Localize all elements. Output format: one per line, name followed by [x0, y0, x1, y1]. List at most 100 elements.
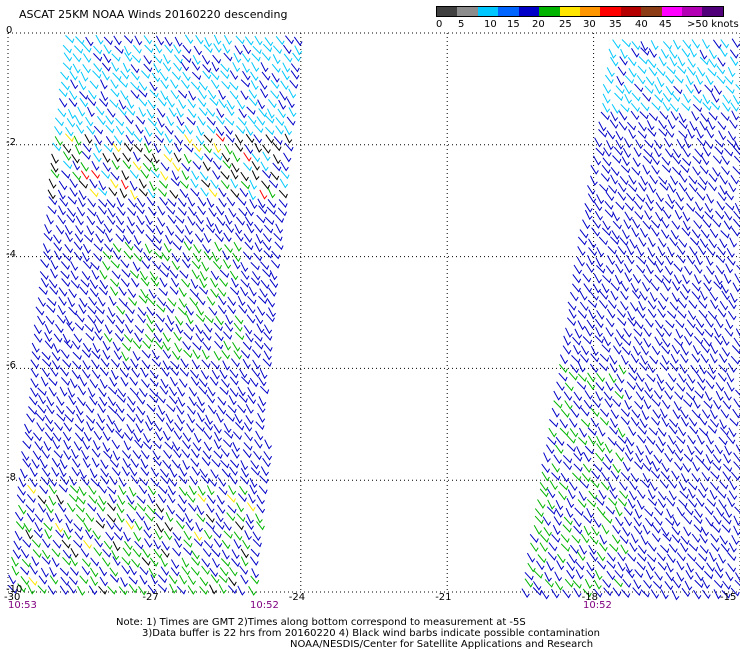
wind-barb: [43, 441, 52, 452]
wind-barb: [628, 426, 637, 437]
wind-barb: [140, 277, 150, 287]
wind-barb: [196, 513, 206, 523]
wind-barb: [94, 538, 103, 548]
wind-barb: [573, 517, 582, 528]
wind-barb: [239, 565, 249, 575]
wind-barb: [660, 544, 670, 554]
wind-barb: [8, 585, 18, 594]
wind-barb: [232, 259, 241, 270]
wind-barb: [256, 504, 266, 514]
wind-barb: [259, 475, 269, 484]
wind-barb: [661, 399, 671, 410]
wind-barb: [174, 54, 183, 64]
wind-barb: [232, 152, 241, 163]
wind-barb: [657, 561, 667, 571]
wind-barb: [694, 211, 705, 220]
wind-barb: [640, 175, 649, 186]
wind-barb: [566, 569, 575, 580]
wind-barb: [199, 278, 207, 289]
wind-barb: [137, 314, 146, 324]
wind-barb: [159, 196, 168, 207]
wind-barb: [224, 322, 234, 333]
wind-barb: [647, 553, 657, 563]
wind-barb: [534, 515, 544, 525]
wind-barb: [254, 142, 263, 153]
wind-barb: [699, 176, 708, 186]
wind-barb: [672, 516, 681, 527]
wind-barb: [59, 585, 69, 596]
wind-barb: [132, 44, 142, 54]
wind-barb: [225, 314, 233, 325]
wind-barb: [176, 520, 185, 530]
wind-barb: [636, 309, 646, 319]
wind-barb: [246, 223, 255, 234]
wind-barb: [578, 427, 588, 438]
wind-barb: [705, 444, 715, 455]
wind-barb: [606, 308, 616, 319]
wind-barb: [293, 36, 303, 47]
wind-barb: [120, 368, 129, 378]
wind-barb: [637, 434, 647, 444]
wind-barb: [633, 336, 643, 346]
wind-barb: [294, 45, 303, 56]
wind-barb: [25, 504, 35, 514]
wind-barb: [619, 535, 629, 545]
wind-barb: [654, 94, 664, 103]
wind-barb: [128, 576, 138, 585]
wind-barb: [69, 90, 78, 101]
longitude-tick-label: -27: [142, 592, 159, 603]
wind-barb: [65, 133, 75, 143]
wind-barb: [83, 234, 94, 243]
wind-barb: [190, 278, 199, 290]
wind-barb: [579, 480, 589, 489]
wind-barb: [720, 283, 729, 294]
wind-barb: [212, 170, 221, 180]
wind-barb: [179, 368, 189, 377]
wind-barb: [68, 288, 77, 299]
wind-barb: [223, 52, 233, 62]
wind-barb: [258, 396, 267, 407]
wind-barb: [165, 413, 174, 424]
wind-barb: [106, 108, 116, 118]
wind-barb: [134, 520, 143, 531]
wind-barb: [115, 215, 125, 226]
wind-barb: [662, 101, 671, 112]
wind-barb: [617, 435, 627, 445]
wind-barb: [163, 243, 172, 254]
wind-barb: [638, 56, 648, 65]
wind-barb: [206, 107, 216, 118]
wind-barb: [640, 41, 649, 52]
wind-barb: [78, 486, 87, 497]
wind-barb: [583, 452, 592, 463]
wind-barb: [234, 413, 243, 424]
wind-barb: [193, 45, 203, 56]
wind-barb: [201, 359, 211, 369]
wind-barb: [115, 315, 125, 325]
wind-barb: [601, 524, 610, 535]
wind-barb: [549, 480, 558, 491]
wind-barb: [70, 261, 79, 272]
wind-barb: [129, 169, 139, 180]
wind-barb: [578, 491, 587, 502]
wind-barb: [653, 516, 663, 526]
wind-barb: [602, 579, 612, 589]
wind-barb: [192, 143, 202, 153]
wind-barb: [546, 506, 557, 515]
wind-barb: [247, 295, 257, 305]
wind-barb: [123, 45, 132, 57]
wind-barb: [695, 497, 705, 508]
wind-barb: [672, 148, 682, 159]
wind-barb: [179, 180, 189, 189]
wind-barb: [99, 98, 109, 108]
wind-barb: [102, 340, 111, 351]
wind-barb: [661, 218, 670, 229]
wind-barb: [686, 255, 696, 265]
wind-barb: [167, 198, 177, 208]
wind-barb: [237, 386, 246, 397]
wind-barb: [709, 551, 717, 563]
wind-barb: [724, 445, 732, 456]
wind-barb: [238, 304, 248, 314]
wind-barb: [95, 233, 104, 244]
wind-barb: [642, 220, 652, 230]
wind-barb: [662, 93, 672, 103]
